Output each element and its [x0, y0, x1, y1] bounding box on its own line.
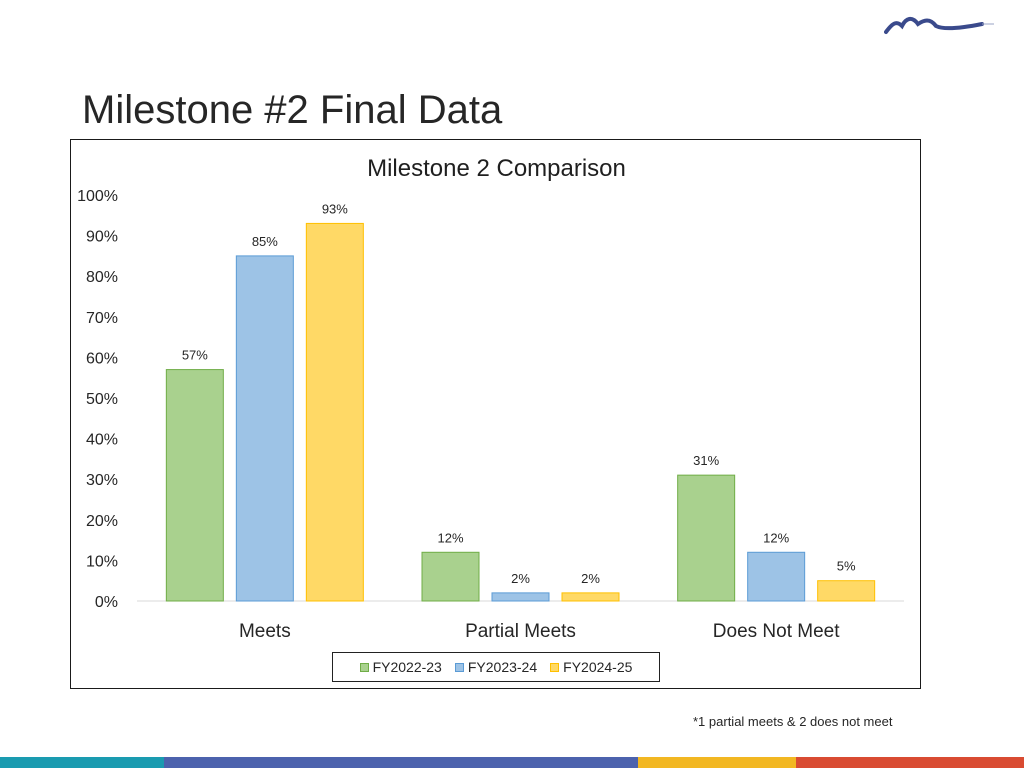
data-label: 57% — [182, 348, 208, 363]
y-tick-label: 30% — [86, 472, 118, 489]
x-category-label: Meets — [239, 621, 291, 642]
y-tick-label: 0% — [95, 594, 118, 611]
bar-fy2023-24-does-not-meet — [747, 551, 806, 602]
bar-fy2022-23-partial-meets — [421, 551, 480, 602]
y-tick-label: 40% — [86, 432, 118, 449]
logo-mountain-mark — [884, 17, 984, 34]
bar-fy2023-24-partial-meets — [491, 592, 550, 602]
bar-fy2024-25-meets — [305, 222, 364, 602]
y-tick-label: 100% — [77, 188, 118, 205]
bar-chart: 0% 10% 20% 30% 40% 50% 60% 70% 80% 90% 100% 57% 85% 9… — [77, 188, 904, 642]
legend-swatch — [454, 662, 464, 672]
data-label: 85% — [252, 234, 278, 249]
color-bar-segment — [0, 757, 164, 768]
legend-item-series-3: FY2024-25 — [550, 659, 632, 675]
y-tick-label: 90% — [86, 229, 118, 246]
data-label: 31% — [693, 453, 719, 468]
data-label: 5% — [837, 559, 856, 574]
footnote: *1 partial meets & 2 does not meet — [693, 714, 893, 729]
legend-label: FY2024-25 — [563, 659, 633, 675]
logo-icon — [884, 17, 994, 34]
legend-label: FY2022-23 — [372, 659, 442, 675]
x-category-label: Does Not Meet — [713, 621, 840, 642]
data-label: 93% — [322, 201, 348, 216]
bar-fy2024-25-partial-meets — [561, 592, 620, 602]
chart-title: Milestone 2 Comparison — [367, 155, 626, 182]
color-bar-segment — [796, 757, 1024, 768]
y-tick-label: 60% — [86, 350, 118, 367]
x-category-label: Partial Meets — [465, 621, 576, 642]
legend-item-series-2: FY2023-24 — [454, 659, 538, 675]
slide-title: Milestone #2 Final Data — [82, 88, 503, 132]
chart-frame: Milestone 2 Comparison 0% 10% 20% 30% 40% 50%… — [70, 139, 921, 689]
y-tick-label: 20% — [86, 513, 118, 530]
bar-fy2024-25-does-not-meet — [817, 580, 876, 602]
legend-swatch — [359, 662, 369, 672]
bar-fy2022-23-does-not-meet — [677, 474, 736, 602]
legend-swatch — [550, 662, 560, 672]
legend-item-series-1: FY2022-23 — [359, 659, 442, 675]
y-tick-label: 10% — [86, 553, 118, 570]
color-bar-segment — [164, 757, 638, 768]
data-label: 12% — [437, 530, 463, 545]
legend-label: FY2023-24 — [467, 659, 538, 675]
y-tick-label: 50% — [86, 391, 118, 408]
y-tick-label: 70% — [86, 310, 118, 327]
data-label: 2% — [511, 571, 530, 586]
decorative-color-bar — [0, 757, 1024, 768]
chart-legend: FY2022-23 FY2023-24 FY2024-25 — [332, 652, 660, 682]
data-label: 2% — [581, 571, 600, 586]
y-tick-label: 80% — [86, 269, 118, 286]
bar-fy2022-23-meets — [165, 369, 224, 602]
color-bar-segment — [638, 757, 796, 768]
bar-fy2023-24-meets — [235, 255, 294, 602]
data-label: 12% — [763, 530, 789, 545]
